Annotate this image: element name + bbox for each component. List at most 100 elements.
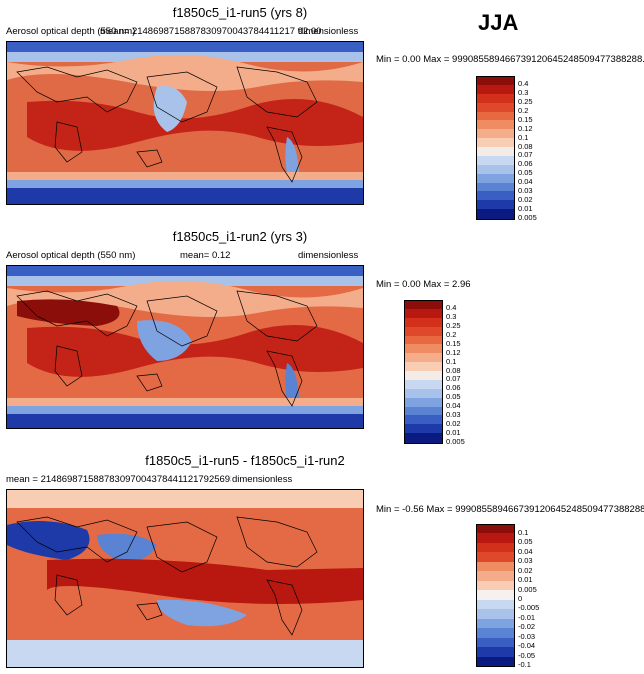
arctic-band [7, 266, 363, 276]
colorbar-swatch [476, 76, 515, 87]
panel-3-units: dimensionless [232, 474, 293, 485]
asia-negative-region [97, 533, 157, 561]
colorbar-tick-label: 0.1 [518, 132, 529, 142]
coastlines [16, 290, 318, 407]
panel-2-variable: Aerosol optical depth (550 nm) [6, 250, 136, 261]
colorbar-tick-label: 0.005 [446, 436, 465, 446]
colorbar-tick-label: 0.03 [446, 409, 461, 419]
colorbar-swatch [476, 524, 515, 535]
southern-band [7, 406, 363, 414]
colorbar-swatch [404, 317, 443, 328]
colorbar-swatch [476, 552, 515, 563]
panel-1-units: dimensionless [298, 26, 359, 37]
coastlines [16, 516, 318, 636]
colorbar-swatch [476, 120, 515, 130]
colorbar-tick-label: 0.15 [518, 114, 533, 124]
colorbar-swatch [404, 415, 443, 425]
colorbar-swatch [476, 155, 515, 166]
colorbar-tick-label: 0.15 [446, 338, 461, 348]
panel-1-title: f1850c5_i1-run5 (yrs 8) [172, 5, 308, 20]
panel-2-title: f1850c5_i1-run2 (yrs 3) [172, 229, 308, 244]
colorbar-tick-label: 0.3 [518, 88, 529, 98]
colorbar-tick-label: 0.25 [446, 321, 461, 331]
colorbar-swatch [476, 182, 515, 192]
colorbar-tick-label: 0.05 [446, 392, 461, 402]
colorbar-tick-label: 0.03 [518, 556, 533, 566]
colorbar-swatch [476, 637, 515, 648]
colorbar-tick-label: 0.05 [518, 168, 533, 178]
panel-3-mean: mean = 214869871588783097004378441121792… [6, 474, 231, 485]
colorbar-swatch [476, 93, 515, 104]
colorbar-tick-label: 0.03 [518, 185, 533, 195]
southern-band [7, 180, 363, 188]
colorbar-swatch [476, 609, 515, 620]
colorbar-tick-label: -0.01 [518, 612, 536, 622]
panel-2-map [6, 265, 364, 429]
colorbar-swatch [476, 84, 515, 95]
colorbar-swatch [476, 571, 515, 582]
colorbar-tick-label: 0.1 [518, 527, 529, 537]
colorbar-tick-label: -0.02 [518, 622, 536, 632]
colorbar-tick-label: 0.02 [518, 194, 533, 204]
colorbar-swatch [404, 308, 443, 319]
colorbar-tick-label: 0.01 [518, 203, 533, 213]
colorbar-tick-label: 0.02 [446, 418, 461, 428]
colorbar-tick-label: 0.2 [518, 106, 529, 116]
panel-1-mean: mean= 2148698715887830970043784411217 92… [100, 26, 322, 37]
colorbar-tick-label: -0.05 [518, 650, 536, 660]
colorbar-swatch [404, 433, 443, 444]
panel-1-variable: Aerosol optical depth (550 nm) [6, 26, 136, 37]
colorbar-tick-label: 0.01 [446, 427, 461, 437]
colorbar-swatch [476, 138, 515, 148]
colorbar-swatch [476, 209, 515, 220]
panel-1-colorbar: 0.4 0.3 0.25 0.2 0.15 0.12 0.1 0.08 0.07 0.06 0.05… [476, 76, 596, 221]
colorbar-swatch [476, 164, 515, 175]
tropical-positive-band [47, 558, 363, 604]
colorbar-tick-label: 0.04 [518, 546, 533, 556]
colorbar-swatch [404, 379, 443, 390]
colorbar-tick-label: 0.02 [518, 565, 533, 575]
panel-2-units: dimensionless [298, 250, 359, 261]
maritime-low-region [137, 320, 192, 361]
north-mid-latitude [7, 54, 363, 91]
colorbar-tick-label: 0.4 [518, 79, 529, 89]
colorbar-tick-label: -0.03 [518, 631, 536, 641]
panel-1-map [6, 41, 364, 205]
colorbar-tick-label: 0.3 [446, 312, 457, 322]
southern-ocean-light [7, 172, 363, 180]
tropical-band [27, 99, 363, 151]
panel-1-map-svg [7, 42, 363, 204]
colorbar-tick-label: 0.005 [518, 584, 537, 594]
colorbar-swatch [476, 173, 515, 183]
colorbar-tick-label: 0.25 [518, 97, 533, 107]
colorbar-tick-label: 0.01 [518, 575, 533, 585]
colorbar-swatch [404, 371, 443, 381]
colorbar-tick-label: -0.1 [518, 660, 531, 670]
colorbar-tick-label: 0.07 [446, 374, 461, 384]
colorbar-tick-label: 0.06 [446, 383, 461, 393]
panel-3-map-svg [7, 490, 363, 667]
colorbar-tick-label: 0 [518, 594, 523, 603]
colorbar-tick-label: 0.12 [446, 347, 461, 357]
colorbar-swatch [476, 542, 515, 553]
north-mid-latitude [7, 280, 363, 317]
colorbar-tick-label: 0.005 [518, 212, 537, 222]
panel-1-minmax: Min = 0.00 Max = 99908558946673912064524… [376, 54, 644, 65]
colorbar-tick-label: 0.08 [518, 141, 533, 151]
arctic-band [7, 42, 363, 52]
coastlines [16, 66, 318, 183]
asia-low-region [153, 86, 187, 132]
colorbar-swatch [404, 326, 443, 336]
colorbar-tick-label: 0.04 [446, 401, 461, 411]
colorbar-swatch [476, 628, 515, 639]
south-america-low-region [285, 137, 299, 184]
colorbar-swatch [476, 599, 515, 610]
colorbar-tick-label: 0.12 [518, 123, 533, 133]
panel-3-minmax: Min = -0.56 Max = 9990855894667391206452… [376, 504, 644, 515]
colorbar-swatch [404, 353, 443, 363]
colorbar-tick-label: 0.07 [518, 150, 533, 160]
panel-2-colorbar: 0.4 0.3 0.25 0.2 0.15 0.12 0.1 0.08 0.07 0.06 0.05… [404, 300, 524, 445]
southern-negative-patch [157, 599, 247, 627]
colorbar-swatch [404, 397, 443, 407]
colorbar-swatch [404, 424, 443, 434]
